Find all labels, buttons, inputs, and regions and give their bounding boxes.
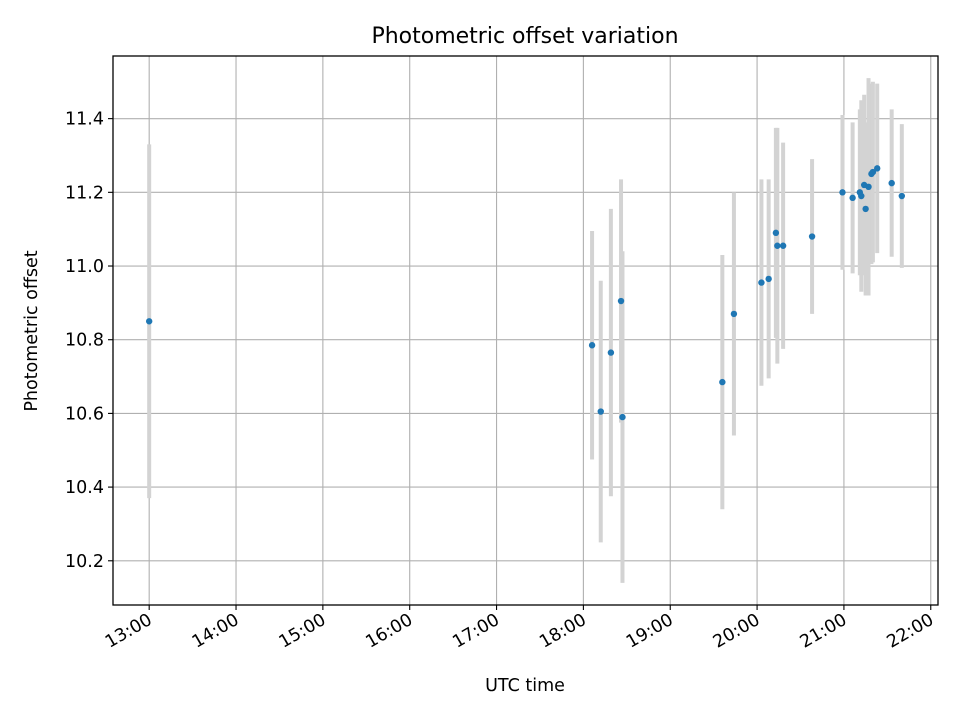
data-point xyxy=(898,192,906,200)
data-point xyxy=(858,192,865,200)
data-point xyxy=(865,183,872,191)
plot-area xyxy=(113,56,938,605)
data-point xyxy=(607,349,615,356)
data-point xyxy=(588,342,596,349)
y-tick-label: 11.4 xyxy=(65,110,104,130)
y-tick-label: 11.0 xyxy=(65,257,104,277)
data-point xyxy=(888,179,895,187)
y-tick-label: 11.2 xyxy=(65,183,104,203)
data-point xyxy=(758,279,765,286)
data-point xyxy=(808,233,816,240)
y-tick-label: 10.2 xyxy=(65,552,104,572)
y-axis-label: Photometric offset xyxy=(22,250,42,411)
data-point xyxy=(145,318,153,325)
chart-title: Photometric offset variation xyxy=(371,24,678,49)
data-point xyxy=(779,242,787,249)
data-point xyxy=(862,205,869,213)
y-tick-label: 10.4 xyxy=(65,478,104,498)
data-point xyxy=(774,242,781,249)
data-point xyxy=(869,168,877,176)
data-point xyxy=(617,297,625,305)
y-tick-label: 10.6 xyxy=(65,404,104,424)
data-point xyxy=(719,378,726,386)
y-tick-label: 10.8 xyxy=(65,331,104,351)
y-axis: 10.2 10.4 10.6 10.8 11.0 11.2 11.4 xyxy=(65,110,113,572)
data-point xyxy=(874,165,881,172)
data-point xyxy=(849,194,856,202)
data-point xyxy=(597,408,604,415)
data-point xyxy=(619,413,626,421)
data-point xyxy=(839,189,846,196)
data-points xyxy=(145,165,906,421)
data-point xyxy=(772,229,780,237)
data-point xyxy=(765,275,772,283)
x-axis-label: UTC time xyxy=(485,676,565,696)
plot-frame xyxy=(112,55,939,606)
data-point xyxy=(730,310,738,318)
